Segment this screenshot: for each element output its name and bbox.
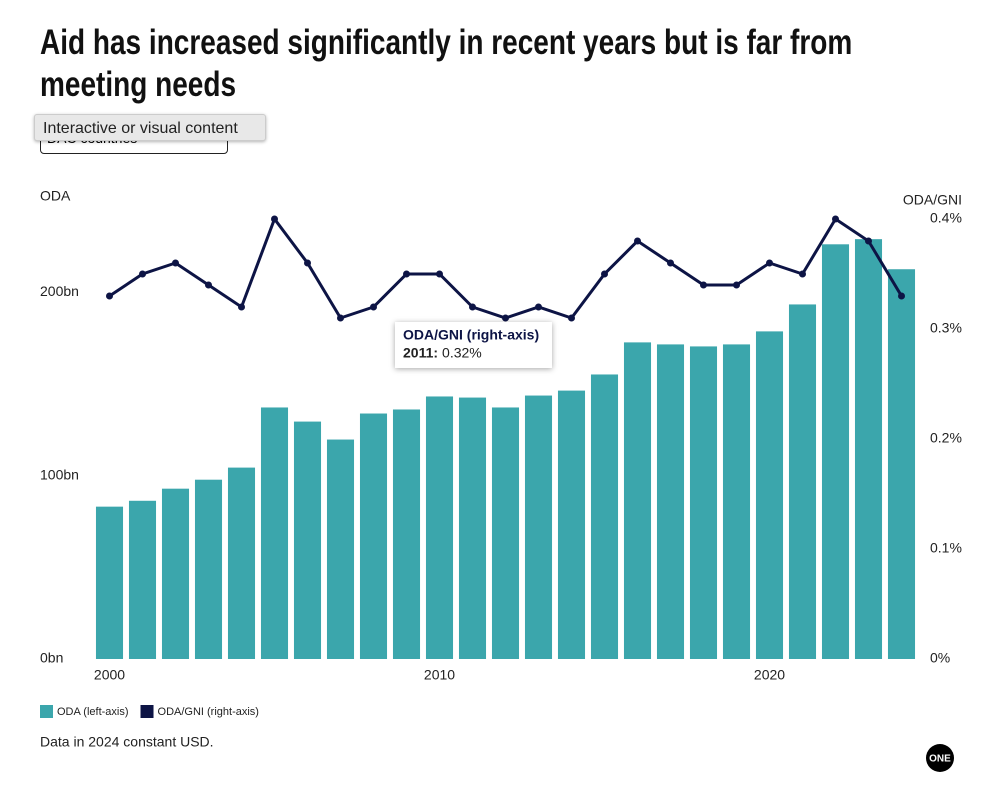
bar <box>854 239 883 659</box>
line-point <box>172 259 179 267</box>
x-tick-label: 2010 <box>424 667 455 683</box>
line-point <box>634 237 641 245</box>
line-point <box>436 270 443 278</box>
bar <box>557 390 586 659</box>
tooltip-box <box>395 322 552 368</box>
y2-tick-label: 0.1% <box>930 540 962 556</box>
line-point <box>799 270 806 278</box>
y2-tick-label: 0% <box>930 650 950 666</box>
chart-title: Aid has increased significantly in recen… <box>40 23 853 104</box>
overlay-label: Interactive or visual content <box>34 114 266 141</box>
line-point <box>568 314 575 322</box>
bar <box>293 421 322 659</box>
y2-tick-label: 0.4% <box>930 210 962 226</box>
bar <box>656 344 685 659</box>
bar <box>227 467 256 659</box>
bar <box>194 479 223 659</box>
tooltip-label: 2011: <box>403 345 438 361</box>
y-tick-label: 100bn <box>40 466 79 482</box>
line-point <box>898 292 905 300</box>
line-point <box>139 270 146 278</box>
bar <box>755 331 784 659</box>
line-point <box>733 281 740 289</box>
bar <box>524 395 553 659</box>
line-point <box>403 270 410 278</box>
logo-text: ONE <box>929 754 951 765</box>
tooltip: ODA/GNI (right-axis) 2011: 0.32% <box>395 322 552 368</box>
line-point <box>238 303 245 311</box>
bar <box>161 488 190 659</box>
bar <box>128 500 157 659</box>
bar <box>260 407 289 659</box>
line-point <box>601 270 608 278</box>
legend-label: ODA (left-axis) <box>57 706 129 718</box>
line-point <box>766 259 773 267</box>
y-tick-label: 0bn <box>40 650 63 666</box>
bar <box>425 396 454 659</box>
tooltip-value: 0.32% <box>442 345 482 361</box>
line-point <box>205 281 212 289</box>
logo <box>926 744 954 772</box>
note: Data in 2024 constant USD. <box>40 734 214 750</box>
bar <box>95 506 124 659</box>
legend-label: ODA/GNI (right-axis) <box>158 706 259 718</box>
bar <box>689 346 718 659</box>
legend-swatch <box>40 705 53 718</box>
bar <box>887 269 916 659</box>
legend-swatch <box>140 705 154 718</box>
line-point <box>337 314 344 322</box>
line-point <box>469 303 476 311</box>
line-point <box>106 292 113 300</box>
line-point <box>535 303 542 311</box>
y2-tick-label: 0.3% <box>930 320 962 336</box>
line-point <box>667 259 674 267</box>
bar <box>590 374 619 659</box>
y2-tick-label: 0.2% <box>930 430 962 446</box>
tooltip-title: ODA/GNI (right-axis) <box>403 327 539 343</box>
line-point <box>700 281 707 289</box>
x-tick-label: 2000 <box>94 667 125 683</box>
line <box>108 215 903 320</box>
y2-axis-label: ODA/GNI <box>903 192 962 208</box>
bar <box>788 304 817 659</box>
bar <box>392 409 421 659</box>
bar <box>623 342 652 659</box>
line-point <box>370 303 377 311</box>
y-axis-label: ODA <box>40 188 71 204</box>
line-point <box>832 215 839 223</box>
bar <box>458 397 487 659</box>
bar <box>359 413 388 659</box>
bar <box>821 244 850 660</box>
x-tick-label: 2020 <box>754 667 785 683</box>
bar <box>326 439 355 659</box>
line-point <box>502 314 509 322</box>
bar <box>722 344 751 659</box>
bar <box>491 407 520 659</box>
y-tick-label: 200bn <box>40 283 79 299</box>
line-point <box>304 259 311 267</box>
line-point <box>271 215 278 223</box>
line-point <box>865 237 872 245</box>
